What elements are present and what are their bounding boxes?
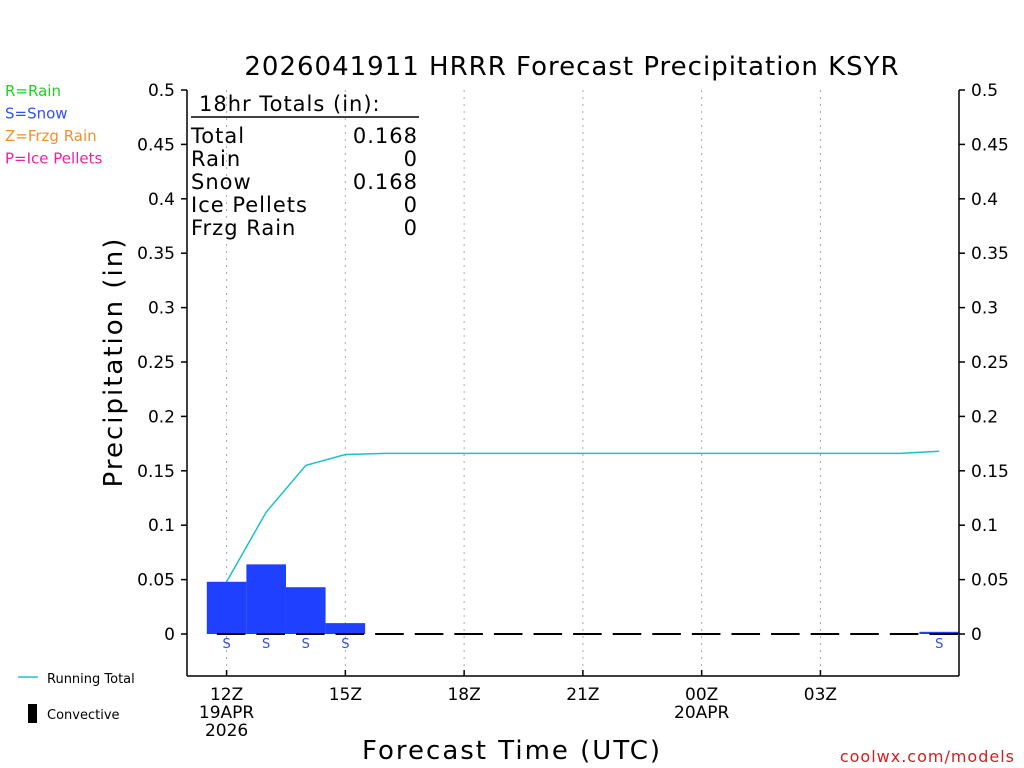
y-tick-label-left-6: 0.3 (148, 299, 175, 319)
credit-text: coolwx.com/models (840, 747, 1015, 766)
y-tick-label-left-2: 0.1 (148, 516, 175, 536)
bar-snow-2 (285, 587, 326, 634)
bar-snow-0 (206, 581, 247, 634)
legend-convective-label: Convective (47, 708, 120, 723)
x-tick-label-1-0: 15Z (329, 685, 362, 705)
type-legend-0: R=Rain (5, 82, 61, 100)
y-tick-label-right-5: 0.25 (971, 353, 1009, 373)
bar-snow-3 (325, 623, 366, 634)
y-tick-label-right-6: 0.3 (971, 299, 998, 319)
x-tick-label-3-0: 21Z (566, 685, 599, 705)
y-tick-label-left-1: 0.05 (137, 571, 175, 591)
y-tick-label-left-5: 0.25 (137, 353, 175, 373)
x-tick-label-0-2: 2026 (205, 721, 248, 741)
running-total-line (225, 450, 940, 583)
type-legend-3: P=Ice Pellets (5, 150, 102, 168)
totals-row-value-3: 0 (404, 193, 418, 217)
y-tick-label-right-3: 0.15 (971, 462, 1009, 482)
y-tick-label-left-7: 0.35 (137, 244, 175, 264)
legend-convective-swatch (28, 704, 37, 723)
totals-row-label-3: Ice Pellets (191, 193, 308, 217)
y-tick-label-left-9: 0.45 (137, 135, 175, 155)
y-tick-label-right-2: 0.1 (971, 516, 998, 536)
totals-row-label-1: Rain (191, 147, 241, 171)
type-legend-2: Z=Frzg Rain (5, 127, 97, 145)
precip-type-marker-3: S (341, 637, 349, 652)
type-legend-1: S=Snow (5, 105, 68, 123)
y-tick-label-right-0: 0 (971, 625, 982, 645)
y-tick-label-left-10: 0.5 (148, 81, 175, 101)
totals-row-value-0: 0.168 (353, 124, 418, 148)
precip-type-marker-1: S (262, 637, 270, 652)
x-axis-label: Forecast Time (UTC) (362, 736, 662, 766)
x-tick-label-4-1: 20APR (674, 703, 730, 723)
legend-running-total-label: Running Total (47, 672, 135, 687)
x-tick-label-5-0: 03Z (804, 685, 837, 705)
y-tick-label-right-7: 0.35 (971, 244, 1009, 264)
totals-row-value-1: 0 (404, 147, 418, 171)
x-tick-label-0-1: 19APR (199, 703, 255, 723)
totals-row-value-2: 0.168 (353, 170, 418, 194)
y-tick-label-left-8: 0.4 (148, 190, 175, 210)
precip-type-marker-0: S (222, 637, 230, 652)
totals-row-label-4: Frzg Rain (191, 216, 296, 240)
y-tick-label-right-10: 0.5 (971, 81, 998, 101)
y-tick-label-right-9: 0.45 (971, 135, 1009, 155)
totals-row-label-2: Snow (191, 170, 252, 194)
x-tick-label-0-0: 12Z (210, 685, 243, 705)
y-tick-label-right-8: 0.4 (971, 190, 998, 210)
chart-title: 2026041911 HRRR Forecast Precipitation K… (244, 52, 899, 82)
precip-type-marker-2: S (302, 637, 310, 652)
totals-row-value-4: 0 (404, 216, 418, 240)
x-tick-label-4-0: 00Z (685, 685, 718, 705)
x-tick-label-2-0: 18Z (447, 685, 480, 705)
y-tick-label-right-1: 0.05 (971, 571, 1009, 591)
totals-row-label-0: Total (190, 124, 245, 148)
bar-snow-1 (246, 564, 286, 634)
y-tick-label-left-0: 0 (164, 625, 175, 645)
totals-title: 18hr Totals (in): (199, 92, 381, 116)
y-tick-label-left-4: 0.2 (148, 407, 175, 427)
bar-snow-18 (919, 631, 959, 634)
y-axis-label: Precipitation (in) (99, 237, 129, 488)
y-tick-label-left-3: 0.15 (137, 462, 175, 482)
y-tick-label-right-4: 0.2 (971, 407, 998, 427)
precip-type-marker-4: S (935, 637, 943, 652)
